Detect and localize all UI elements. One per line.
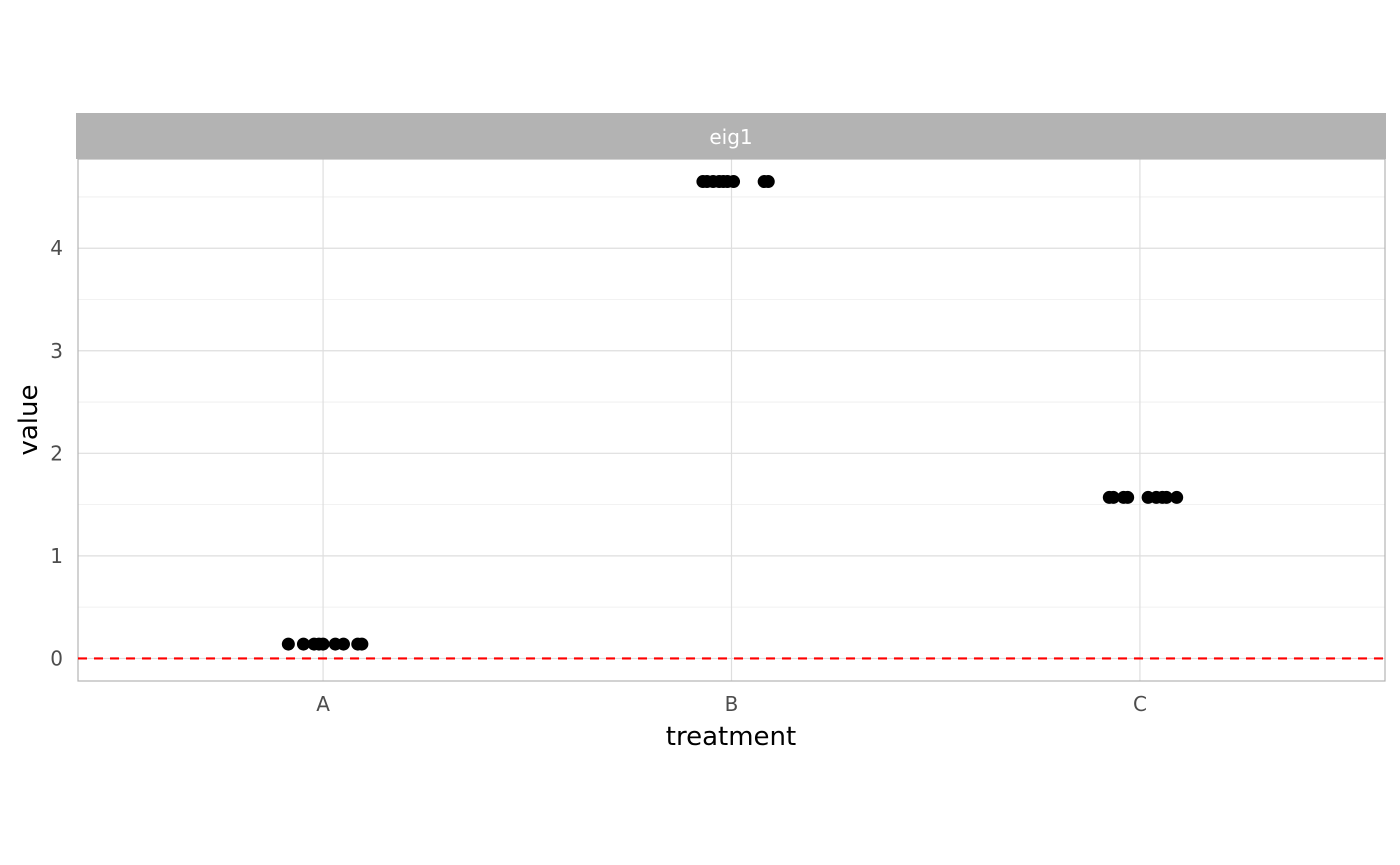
facet-strip-label: eig1 — [709, 125, 752, 149]
facet-strip: eig1 — [76, 113, 1386, 159]
y-tick-label: 0 — [50, 646, 63, 670]
x-tick-label: C — [1133, 692, 1147, 716]
data-point — [281, 637, 295, 651]
y-axis-ticks: 0 1 2 3 4 — [50, 236, 63, 670]
x-tick-label: B — [725, 692, 739, 716]
data-point — [336, 637, 350, 651]
y-tick-label: 2 — [50, 441, 63, 465]
data-point — [1159, 490, 1173, 504]
data-point — [355, 637, 369, 651]
data-point — [761, 175, 775, 189]
data-point — [727, 175, 741, 189]
x-tick-label: A — [316, 692, 330, 716]
y-tick-label: 1 — [50, 544, 63, 568]
x-axis-title: treatment — [666, 722, 796, 752]
y-axis-title: value — [14, 384, 44, 455]
y-tick-label: 3 — [50, 339, 63, 363]
panel-border — [77, 158, 1386, 682]
y-tick-label: 4 — [50, 236, 63, 260]
points — [281, 175, 1184, 651]
facet-strip-background — [76, 113, 1386, 159]
grid — [78, 159, 1385, 681]
x-axis-ticks: A B C — [316, 692, 1147, 716]
data-point — [316, 637, 330, 651]
data-point — [296, 637, 310, 651]
data-point — [1170, 490, 1184, 504]
data-point — [1106, 490, 1120, 504]
data-point — [1121, 490, 1135, 504]
